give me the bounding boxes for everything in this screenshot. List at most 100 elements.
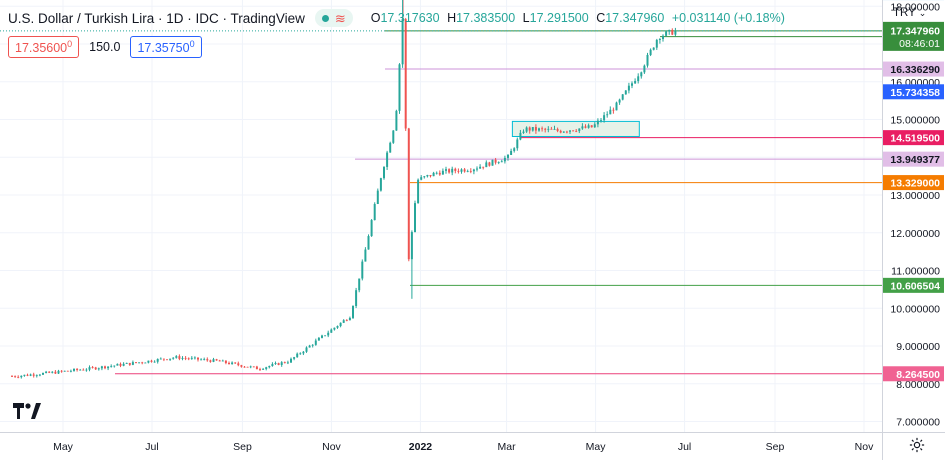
tradingview-logo-icon[interactable] bbox=[12, 402, 42, 420]
consolidation-box bbox=[511, 120, 640, 137]
candle bbox=[352, 305, 354, 319]
wave-icon: ≋ bbox=[334, 10, 346, 26]
candle bbox=[414, 200, 416, 233]
candle bbox=[565, 130, 568, 134]
candle bbox=[389, 141, 392, 153]
candle-body bbox=[203, 359, 206, 360]
candle bbox=[113, 365, 116, 368]
candle-body bbox=[274, 363, 277, 365]
candle bbox=[209, 359, 212, 363]
close-label: C bbox=[596, 11, 606, 25]
candle bbox=[32, 372, 35, 378]
candle-body bbox=[110, 366, 113, 367]
currency-select[interactable]: TRY ⌄ bbox=[893, 7, 926, 19]
candle-body bbox=[231, 362, 234, 365]
candle-body bbox=[383, 166, 385, 179]
market-status-pill[interactable]: ≋ bbox=[314, 9, 353, 27]
candle bbox=[494, 157, 497, 165]
candle-body bbox=[603, 115, 606, 121]
candle bbox=[228, 361, 230, 365]
candle bbox=[17, 375, 20, 379]
symbol-title[interactable]: U.S. Dollar / Turkish Lira · 1D · IDC · … bbox=[8, 10, 305, 26]
candle-body bbox=[265, 367, 268, 369]
candle bbox=[643, 64, 646, 74]
chevron-down-icon: ⌄ bbox=[918, 8, 927, 18]
candle-body bbox=[277, 363, 280, 365]
candle bbox=[271, 362, 274, 367]
candle bbox=[553, 125, 556, 130]
candle bbox=[246, 366, 249, 368]
candle-body bbox=[339, 322, 342, 327]
candle-body bbox=[85, 369, 88, 371]
candle bbox=[107, 366, 110, 371]
candle-body bbox=[144, 362, 147, 364]
candle bbox=[386, 150, 389, 170]
candle bbox=[479, 164, 482, 169]
level-price-tag-bg bbox=[883, 175, 944, 191]
candle-body bbox=[401, 19, 404, 65]
candle-body bbox=[445, 169, 447, 171]
candle bbox=[48, 371, 51, 374]
candle-body bbox=[441, 170, 444, 175]
candle-body bbox=[97, 368, 100, 370]
buy-price-button[interactable]: 17.357500 bbox=[130, 36, 202, 59]
sell-price-button[interactable]: 17.356000 bbox=[8, 36, 80, 59]
candle bbox=[500, 159, 503, 163]
settings-gear-icon[interactable] bbox=[908, 436, 926, 454]
candle bbox=[91, 365, 94, 369]
candle-body bbox=[348, 317, 351, 321]
time-axis-label: Jul bbox=[145, 441, 158, 453]
candle bbox=[85, 368, 88, 372]
grid-lines bbox=[0, 0, 882, 432]
candle-body bbox=[507, 154, 509, 158]
candle-body bbox=[200, 359, 203, 361]
candle bbox=[119, 362, 122, 368]
candle bbox=[373, 202, 376, 221]
candle-body bbox=[79, 369, 82, 371]
candle-body bbox=[206, 359, 209, 361]
candle-body bbox=[438, 172, 441, 175]
candle-body bbox=[342, 320, 345, 323]
candle-body bbox=[355, 290, 358, 306]
candle bbox=[435, 171, 438, 175]
candle-body bbox=[187, 358, 190, 360]
candle bbox=[317, 336, 320, 341]
candle-body bbox=[166, 359, 168, 361]
candle-body bbox=[45, 371, 48, 373]
candle-body bbox=[503, 157, 506, 162]
candle bbox=[45, 370, 48, 374]
candle bbox=[531, 126, 534, 132]
candle bbox=[342, 319, 345, 324]
candle-body bbox=[668, 29, 671, 32]
candle bbox=[20, 375, 23, 379]
candle-body bbox=[466, 171, 469, 172]
candle bbox=[125, 362, 128, 364]
candle-body bbox=[525, 127, 528, 132]
candle-body bbox=[606, 114, 609, 116]
candle-body bbox=[11, 376, 13, 377]
candle bbox=[26, 373, 29, 377]
candle bbox=[169, 358, 172, 361]
candle-body bbox=[569, 130, 571, 132]
candle bbox=[593, 122, 596, 128]
candle bbox=[283, 361, 286, 364]
candle-body bbox=[153, 361, 156, 363]
spread-value: 150.0 bbox=[89, 40, 121, 55]
candle bbox=[153, 360, 156, 363]
candle bbox=[488, 161, 491, 167]
candle bbox=[212, 357, 215, 363]
candle-body bbox=[305, 347, 308, 352]
candle bbox=[438, 170, 441, 176]
candle-body bbox=[609, 109, 612, 115]
candle-body bbox=[193, 357, 196, 359]
candle bbox=[575, 129, 578, 133]
candle-body bbox=[113, 365, 116, 367]
candle-body bbox=[14, 376, 17, 378]
candle-body bbox=[138, 362, 141, 364]
candle bbox=[42, 372, 44, 376]
candle bbox=[305, 346, 308, 353]
candle bbox=[345, 319, 348, 322]
candle-body bbox=[162, 358, 165, 360]
candles bbox=[11, 0, 677, 379]
